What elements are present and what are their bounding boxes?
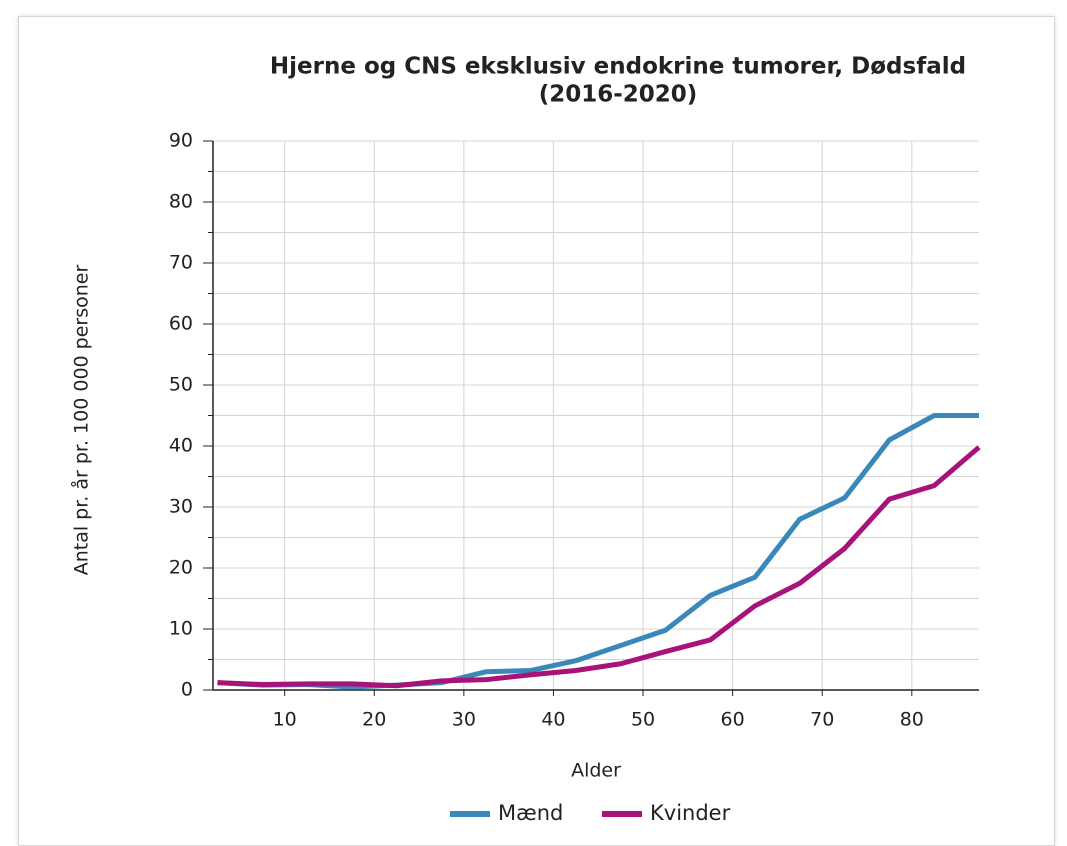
- x-axis-label: Alder: [571, 760, 621, 782]
- chart-title: Hjerne og CNS eksklusiv endokrine tumore…: [270, 54, 966, 80]
- y-tick-label: 0: [181, 679, 193, 701]
- y-tick-label: 90: [169, 130, 193, 152]
- y-tick-label: 70: [169, 252, 193, 274]
- legend-label: Mænd: [498, 801, 563, 825]
- y-tick-label: 60: [169, 313, 193, 335]
- x-tick-label: 60: [721, 709, 745, 731]
- x-tick-label: 50: [631, 709, 655, 731]
- y-tick-label: 40: [169, 435, 193, 457]
- x-tick-label: 20: [362, 709, 386, 731]
- y-tick-label: 10: [169, 618, 193, 640]
- x-tick-label: 10: [273, 709, 297, 731]
- series-line: [217, 413, 979, 690]
- x-tick-label: 70: [810, 709, 834, 731]
- y-tick-label: 30: [169, 496, 193, 518]
- series-line: [217, 445, 981, 689]
- chart-subtitle: (2016-2020): [539, 82, 698, 108]
- x-tick-label: 80: [900, 709, 924, 731]
- y-axis-label: Antal pr. år pr. 100 000 personer: [70, 265, 93, 576]
- legend-label: Kvinder: [650, 801, 731, 825]
- y-tick-label: 20: [169, 557, 193, 579]
- x-tick-label: 30: [452, 709, 476, 731]
- x-tick-label: 40: [541, 709, 565, 731]
- y-tick-label: 80: [169, 191, 193, 213]
- y-tick-label: 50: [169, 374, 193, 396]
